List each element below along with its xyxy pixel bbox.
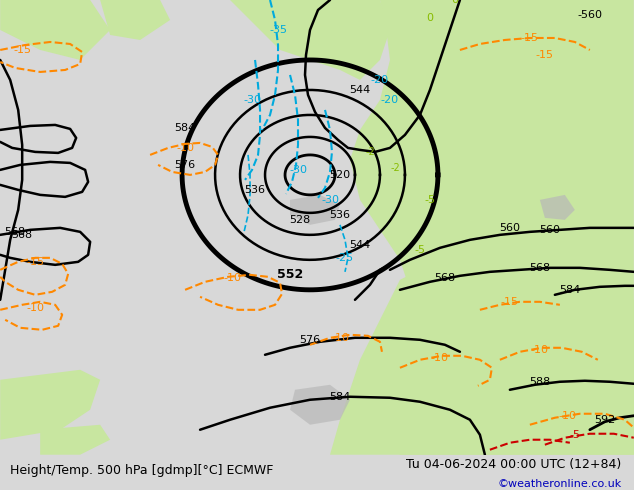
Polygon shape (350, 0, 634, 455)
Text: -15: -15 (26, 257, 44, 267)
Text: 592: 592 (594, 415, 616, 425)
Text: 584: 584 (174, 123, 196, 133)
Text: 544: 544 (349, 240, 371, 250)
Text: -25: -25 (336, 253, 354, 263)
Text: -10: -10 (559, 411, 577, 421)
Text: 520: 520 (330, 170, 351, 180)
Text: -2: -2 (390, 163, 400, 173)
Text: -10: -10 (223, 273, 241, 283)
Polygon shape (0, 370, 100, 440)
Text: -10: -10 (431, 353, 449, 363)
Text: 584: 584 (329, 392, 351, 402)
Text: -20: -20 (371, 75, 389, 85)
Text: -15: -15 (501, 297, 519, 307)
Text: -15: -15 (521, 33, 539, 43)
Text: 544: 544 (349, 85, 371, 95)
Text: 588: 588 (529, 377, 550, 387)
Text: 576: 576 (174, 160, 196, 170)
Text: Tu 04-06-2024 00:00 UTC (12+84): Tu 04-06-2024 00:00 UTC (12+84) (406, 458, 621, 471)
Text: 568: 568 (434, 273, 455, 283)
Text: 584: 584 (559, 285, 581, 295)
Polygon shape (0, 0, 110, 60)
Text: -2: -2 (365, 147, 375, 157)
Text: 576: 576 (299, 335, 321, 345)
Text: -30: -30 (321, 195, 339, 205)
Text: 0: 0 (451, 0, 458, 5)
Text: -5: -5 (569, 430, 580, 440)
Polygon shape (540, 195, 575, 220)
Text: ©weatheronline.co.uk: ©weatheronline.co.uk (497, 479, 621, 489)
Text: -30: -30 (243, 95, 261, 105)
Text: -10: -10 (531, 345, 549, 355)
Text: 568: 568 (4, 227, 26, 237)
Text: Height/Temp. 500 hPa [gdmp][°C] ECMWF: Height/Temp. 500 hPa [gdmp][°C] ECMWF (10, 464, 273, 477)
Text: 536: 536 (330, 210, 351, 220)
Text: 528: 528 (289, 215, 311, 225)
Text: 552: 552 (277, 269, 303, 281)
Text: -15: -15 (536, 50, 554, 60)
Polygon shape (290, 195, 340, 225)
Polygon shape (100, 0, 170, 40)
Text: -30: -30 (289, 165, 307, 175)
Text: -560: -560 (578, 10, 602, 20)
Text: -10: -10 (331, 333, 349, 343)
Text: -20: -20 (381, 95, 399, 105)
Text: 0: 0 (427, 13, 434, 23)
Text: -10: -10 (176, 143, 194, 153)
Text: 560: 560 (500, 223, 521, 233)
Text: -35: -35 (269, 25, 287, 35)
Text: -10: -10 (26, 303, 44, 313)
Polygon shape (310, 250, 634, 455)
Polygon shape (230, 0, 390, 80)
Text: 568: 568 (11, 230, 33, 240)
Polygon shape (290, 385, 350, 425)
Text: 568: 568 (529, 263, 550, 273)
Text: -15: -15 (13, 45, 31, 55)
Polygon shape (40, 425, 110, 455)
Text: 560: 560 (540, 225, 560, 235)
Text: -5: -5 (415, 245, 425, 255)
Text: 536: 536 (245, 185, 266, 195)
Text: -5: -5 (424, 195, 436, 205)
